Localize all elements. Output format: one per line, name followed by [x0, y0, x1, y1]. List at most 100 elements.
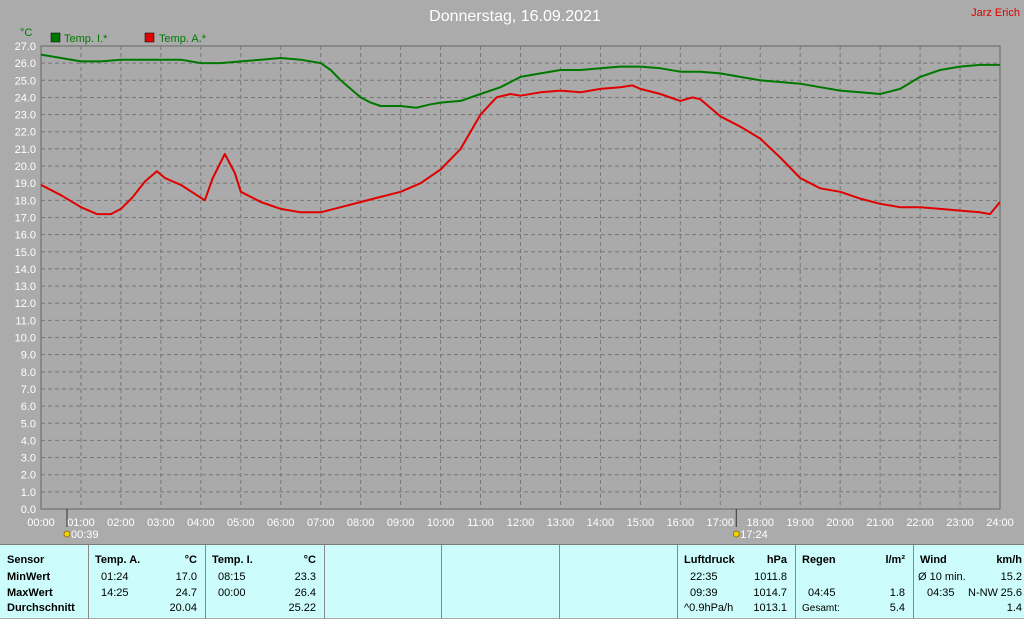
y-tick-label: 18.0: [15, 195, 36, 207]
y-tick-label: 3.0: [21, 453, 36, 465]
min-row-label: MinWert: [7, 571, 51, 583]
series-line-temp-i: [40, 53, 1000, 109]
sun-marker-label: 00:39: [71, 529, 99, 541]
x-tick-label: 11:00: [467, 517, 494, 529]
x-tick-label: 04:00: [187, 517, 215, 529]
y-tick-label: 23.0: [15, 110, 36, 122]
x-tick-label: 06:00: [267, 517, 295, 529]
wind-current: 1.4: [1006, 602, 1022, 614]
y-tick-label: 24.0: [15, 92, 36, 104]
temp-i-max-time: 00:00: [218, 587, 246, 599]
wind-gust-value: 25.6: [1000, 587, 1022, 599]
y-tick-label: 16.0: [15, 230, 36, 242]
y-tick-label: 14.0: [15, 264, 36, 276]
temp-i-max-value: 26.4: [294, 587, 316, 599]
summary-pressure-column: Luftdruck hPa 22:35 1011.8 09:39 1014.7 …: [678, 545, 796, 619]
x-tick-label: 21:00: [866, 517, 894, 529]
x-tick-label: 20:00: [826, 517, 854, 529]
pressure-max-time: 09:39: [690, 587, 718, 599]
y-tick-label: 7.0: [21, 384, 36, 396]
summary-panel: Sensor MinWert MaxWert Durchschnitt Temp…: [0, 544, 1024, 619]
y-tick-label: 0.0: [21, 504, 36, 516]
temp-a-header: Temp. A.: [95, 554, 141, 566]
pressure-current: 1013.1: [753, 602, 787, 614]
x-tick-label: 02:00: [107, 517, 135, 529]
y-tick-label: 15.0: [15, 247, 36, 259]
temp-a-max-value: 24.7: [175, 587, 197, 599]
summary-empty-column-3: [560, 545, 678, 619]
summary-rain-column: Regen l/m² 04:45 1.8 Gesamt: 5.4: [796, 545, 914, 619]
sunrise-icon: [63, 530, 71, 538]
temp-i-min-time: 08:15: [218, 571, 246, 583]
rain-total-label: Gesamt:: [802, 603, 840, 614]
rain-unit: l/m²: [885, 554, 905, 566]
sun-marker-label: 17:24: [740, 529, 768, 541]
x-tick-label: 15:00: [627, 517, 655, 529]
y-tick-label: 19.0: [15, 178, 36, 190]
summary-wind-column: Wind km/h Ø 10 min. 15.2 04:35 N-NW 25.6…: [914, 545, 1024, 619]
y-tick-label: 4.0: [21, 435, 36, 447]
y-tick-label: 25.0: [15, 75, 36, 87]
y-tick-label: 21.0: [15, 144, 36, 156]
x-tick-label: 13:00: [547, 517, 575, 529]
wind-avg-value: 15.2: [1000, 571, 1022, 583]
wind-gust-time: 04:35: [927, 587, 955, 599]
sensor-header: Sensor: [7, 554, 45, 566]
y-tick-label: 17.0: [15, 212, 36, 224]
legend-label-temp-i: Temp. I.*: [64, 33, 108, 45]
summary-sensor-column: Sensor MinWert MaxWert Durchschnitt: [0, 545, 89, 619]
y-tick-label: 1.0: [21, 487, 36, 499]
wind-unit: km/h: [996, 554, 1022, 566]
x-tick-label: 10:00: [427, 517, 455, 529]
legend-swatch-temp-i: [50, 32, 61, 43]
x-tick-label: 12:00: [507, 517, 535, 529]
temp-i-unit: °C: [303, 554, 316, 566]
x-tick-label: 01:00: [67, 517, 95, 529]
temp-a-min-value: 17.0: [175, 571, 197, 583]
pressure-unit: hPa: [766, 554, 787, 566]
corner-label: Jarz Erich: [971, 7, 1020, 19]
sunset-icon: [732, 530, 740, 538]
temp-a-average: 20.04: [169, 602, 197, 614]
y-tick-label: 22.0: [15, 127, 36, 139]
y-tick-label: 11.0: [15, 315, 36, 327]
pressure-trend: ^0.9hPa/h: [684, 602, 734, 614]
temp-i-min-value: 23.3: [294, 571, 316, 583]
sun-markers: 00:39 17:24: [63, 509, 768, 541]
pressure-min-value: 1011.8: [754, 571, 787, 583]
pressure-max-value: 1014.7: [753, 587, 787, 599]
rain-time: 04:45: [808, 587, 836, 599]
y-tick-label: 6.0: [21, 401, 36, 413]
temperature-chart: Donnerstag, 16.09.2021 Jarz Erich °C Tem…: [15, 7, 1020, 541]
x-tick-label: 07:00: [307, 517, 335, 529]
pressure-min-time: 22:35: [690, 571, 718, 583]
x-tick-label: 22:00: [906, 517, 934, 529]
temp-i-header: Temp. I.: [212, 554, 253, 566]
series-lines: [40, 53, 1001, 216]
x-tick-label: 09:00: [387, 517, 415, 529]
wind-header: Wind: [920, 554, 947, 566]
wind-gust-direction: N-NW: [968, 587, 998, 599]
max-row-label: MaxWert: [7, 587, 53, 599]
chart-title: Donnerstag, 16.09.2021: [429, 8, 601, 25]
temp-a-unit: °C: [184, 554, 197, 566]
y-tick-label: 2.0: [21, 470, 36, 482]
grid-lines: [41, 46, 1000, 509]
legend: Temp. I.* Temp. A.*: [50, 32, 207, 45]
y-tick-label: 26.0: [15, 58, 36, 70]
summary-temp-i-column: Temp. I. °C 08:15 23.3 00:00 26.4 25.22: [206, 545, 325, 619]
series-line-temp-a: [40, 84, 1001, 216]
x-axis-ticks: 00:00 01:00 02:00 03:00 04:00 05:00 06:00 07:00…: [27, 517, 1014, 529]
wind-avg-label: Ø 10 min.: [918, 571, 966, 583]
legend-label-temp-a: Temp. A.*: [159, 33, 207, 45]
x-tick-label: 23:00: [946, 517, 974, 529]
y-tick-label: 20.0: [15, 161, 36, 173]
y-axis-ticks: 0.0 1.0 2.0 3.0 4.0 5.0 6.0 7.0 8.0 9.0 10.0 11.0 12…: [15, 41, 36, 516]
y-tick-label: 8.0: [21, 367, 36, 379]
y-axis-unit: °C: [20, 27, 32, 39]
x-tick-label: 18:00: [746, 517, 774, 529]
x-tick-label: 03:00: [147, 517, 175, 529]
x-tick-label: 05:00: [227, 517, 255, 529]
y-tick-label: 10.0: [15, 333, 36, 345]
x-tick-label: 14:00: [587, 517, 615, 529]
